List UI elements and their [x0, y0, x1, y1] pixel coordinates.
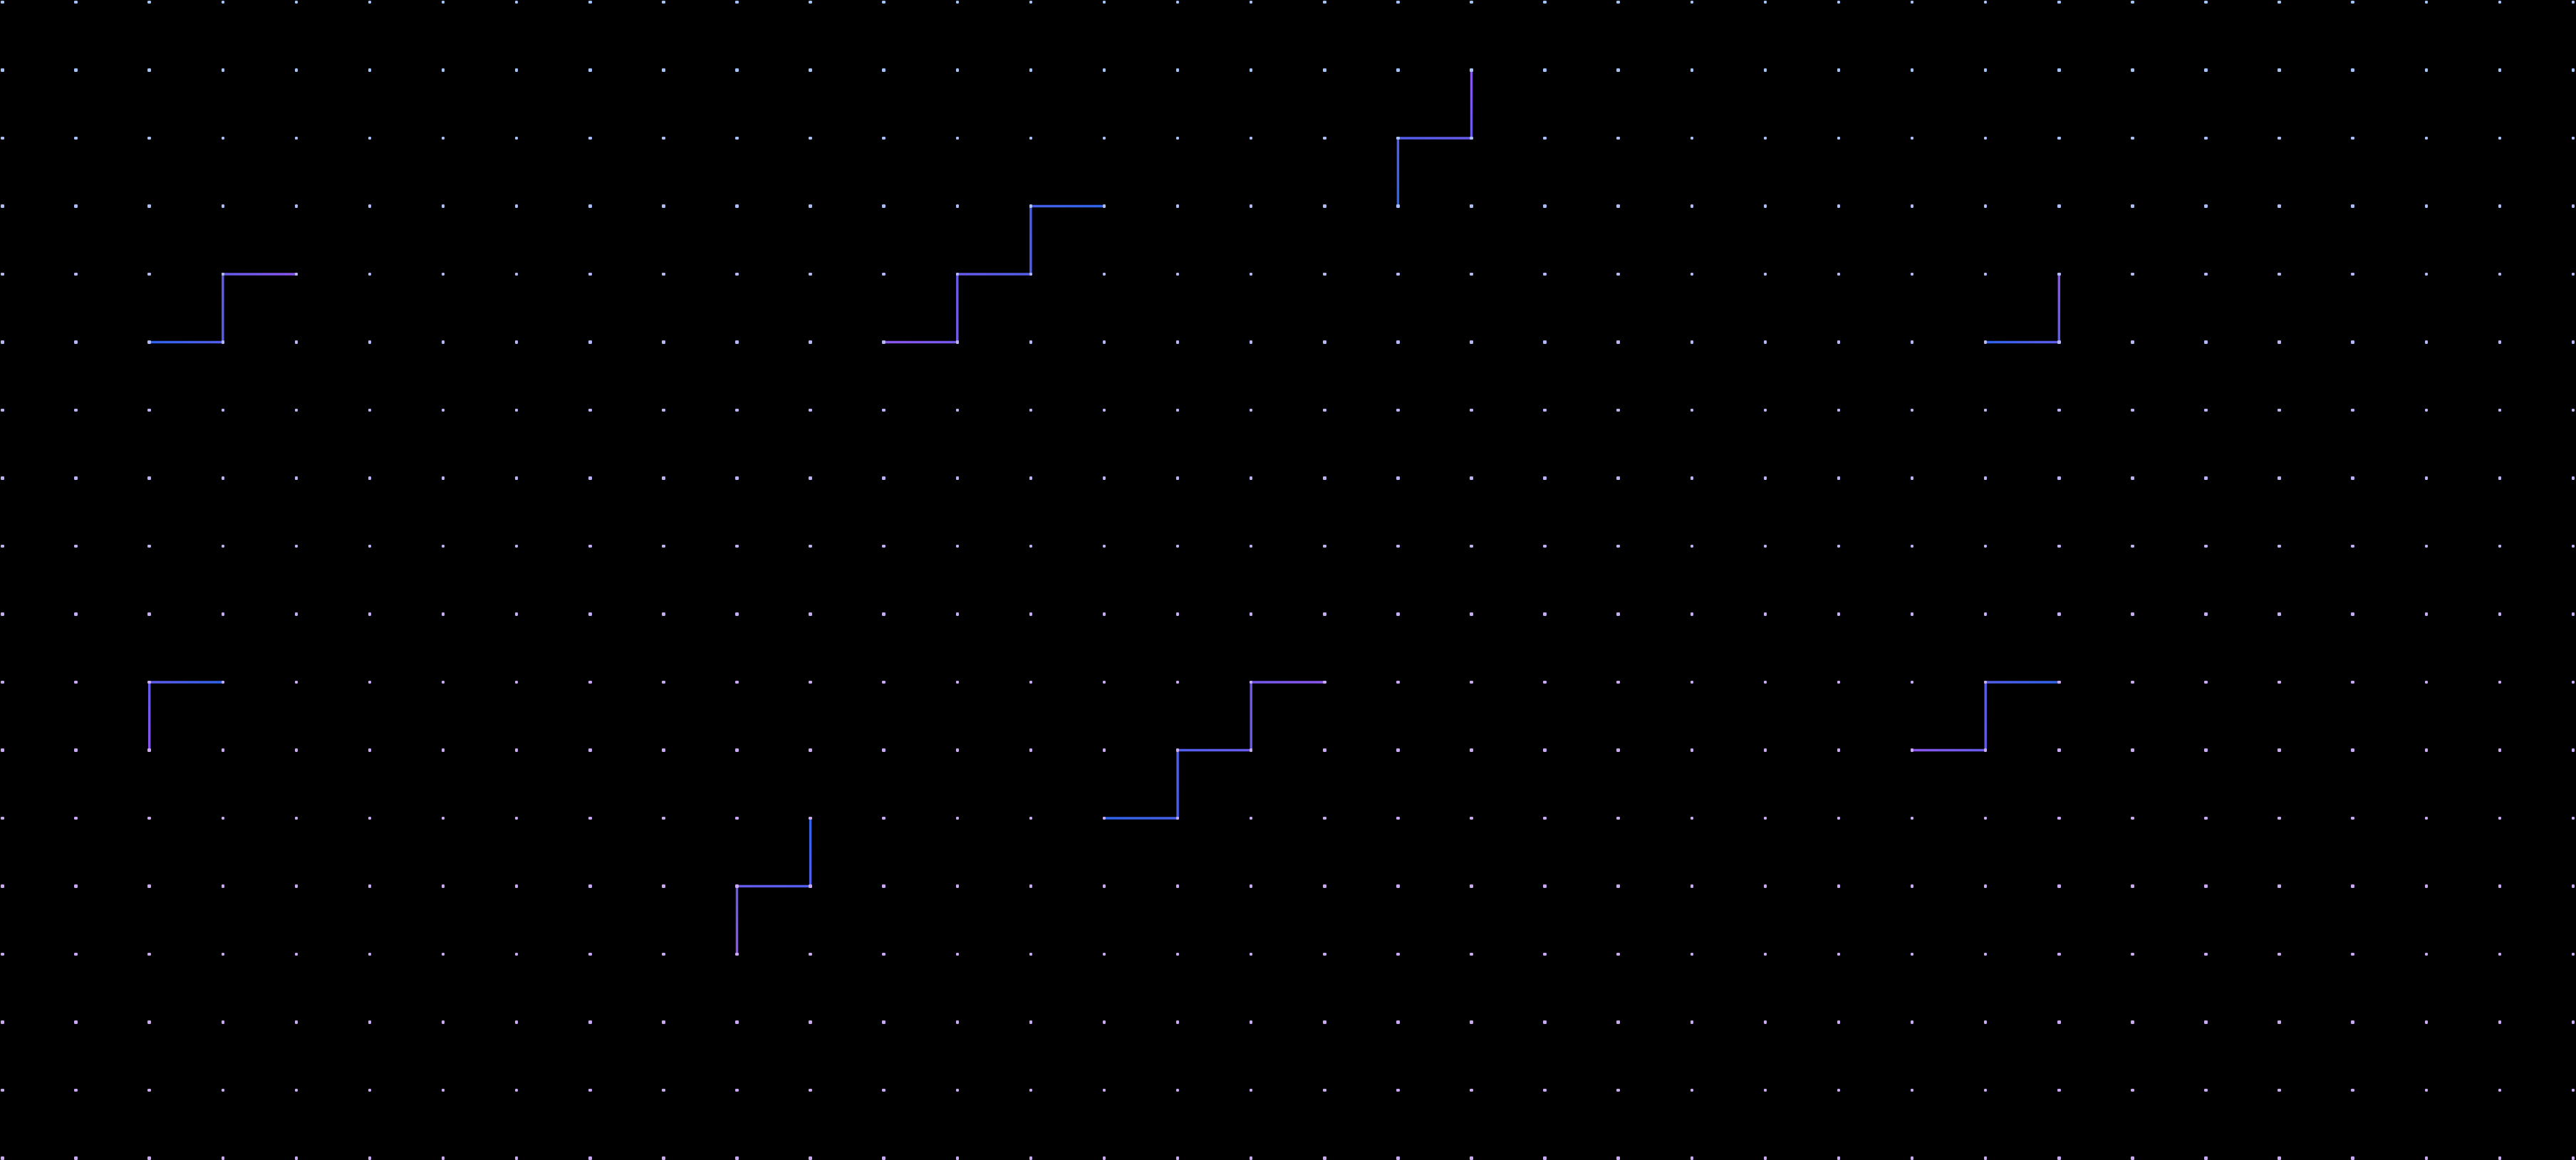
staircase-3 [1396, 68, 1473, 208]
staircase-8 [1911, 681, 2061, 752]
staircase-4 [1984, 273, 2061, 344]
staircase-1 [147, 273, 298, 344]
staircase-6 [1103, 681, 1326, 820]
staircase-2 [882, 204, 1106, 344]
staircase-5 [147, 681, 224, 752]
staircase-7 [735, 817, 812, 956]
